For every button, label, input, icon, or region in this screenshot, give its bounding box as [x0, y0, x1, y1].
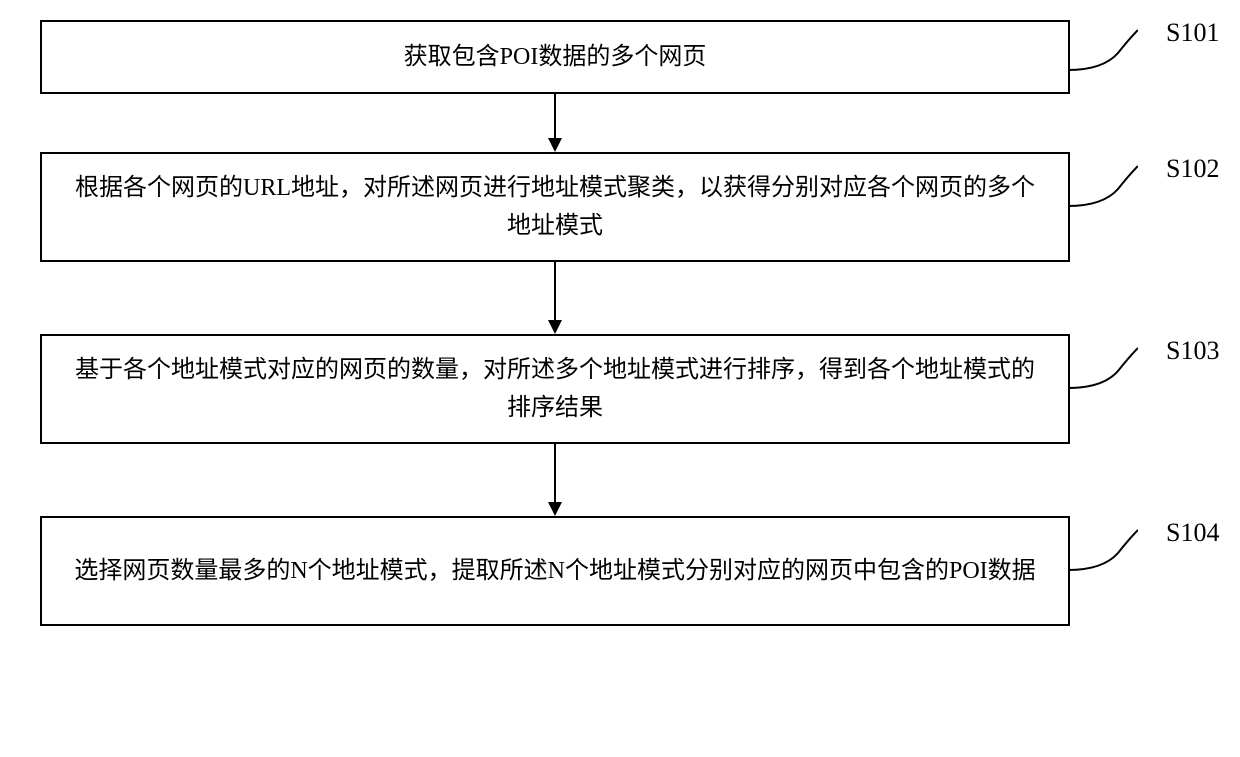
step-text: 选择网页数量最多的N个地址模式，提取所述N个地址模式分别对应的网页中包含的POI… — [74, 552, 1035, 590]
step-row-2: 根据各个网页的URL地址，对所述网页进行地址模式聚类，以获得分别对应各个网页的多… — [40, 152, 1200, 262]
step-box-s102: 根据各个网页的URL地址，对所述网页进行地址模式聚类，以获得分别对应各个网页的多… — [40, 152, 1070, 262]
connector-s104: S104 — [1070, 516, 1160, 626]
step-box-s104: 选择网页数量最多的N个地址模式，提取所述N个地址模式分别对应的网页中包含的POI… — [40, 516, 1070, 626]
step-text: 获取包含POI数据的多个网页 — [404, 38, 707, 76]
flowchart-container: 获取包含POI数据的多个网页 S101 根据各个网页的URL地址，对所述网页进行… — [40, 20, 1200, 626]
arrow-2-3 — [40, 262, 1070, 334]
step-label: S104 — [1166, 518, 1219, 548]
connector-curve-icon — [1068, 164, 1138, 214]
step-box-s101: 获取包含POI数据的多个网页 — [40, 20, 1070, 94]
step-label: S103 — [1166, 336, 1219, 366]
connector-curve-icon — [1068, 528, 1138, 578]
arrow-3-4 — [40, 444, 1070, 516]
step-label: S102 — [1166, 154, 1219, 184]
step-text: 根据各个网页的URL地址，对所述网页进行地址模式聚类，以获得分别对应各个网页的多… — [72, 169, 1038, 246]
connector-curve-icon — [1068, 346, 1138, 396]
arrow-down-icon — [540, 94, 570, 152]
connector-curve-icon — [1068, 28, 1138, 78]
arrow-1-2 — [40, 94, 1070, 152]
connector-s103: S103 — [1070, 334, 1160, 444]
step-label: S101 — [1166, 18, 1219, 48]
step-box-s103: 基于各个地址模式对应的网页的数量，对所述多个地址模式进行排序，得到各个地址模式的… — [40, 334, 1070, 444]
step-row-1: 获取包含POI数据的多个网页 S101 — [40, 20, 1200, 94]
step-text: 基于各个地址模式对应的网页的数量，对所述多个地址模式进行排序，得到各个地址模式的… — [72, 351, 1038, 428]
arrow-down-icon — [540, 262, 570, 334]
step-row-4: 选择网页数量最多的N个地址模式，提取所述N个地址模式分别对应的网页中包含的POI… — [40, 516, 1200, 626]
step-row-3: 基于各个地址模式对应的网页的数量，对所述多个地址模式进行排序，得到各个地址模式的… — [40, 334, 1200, 444]
connector-s101: S101 — [1070, 20, 1160, 94]
arrow-down-icon — [540, 444, 570, 516]
connector-s102: S102 — [1070, 152, 1160, 262]
